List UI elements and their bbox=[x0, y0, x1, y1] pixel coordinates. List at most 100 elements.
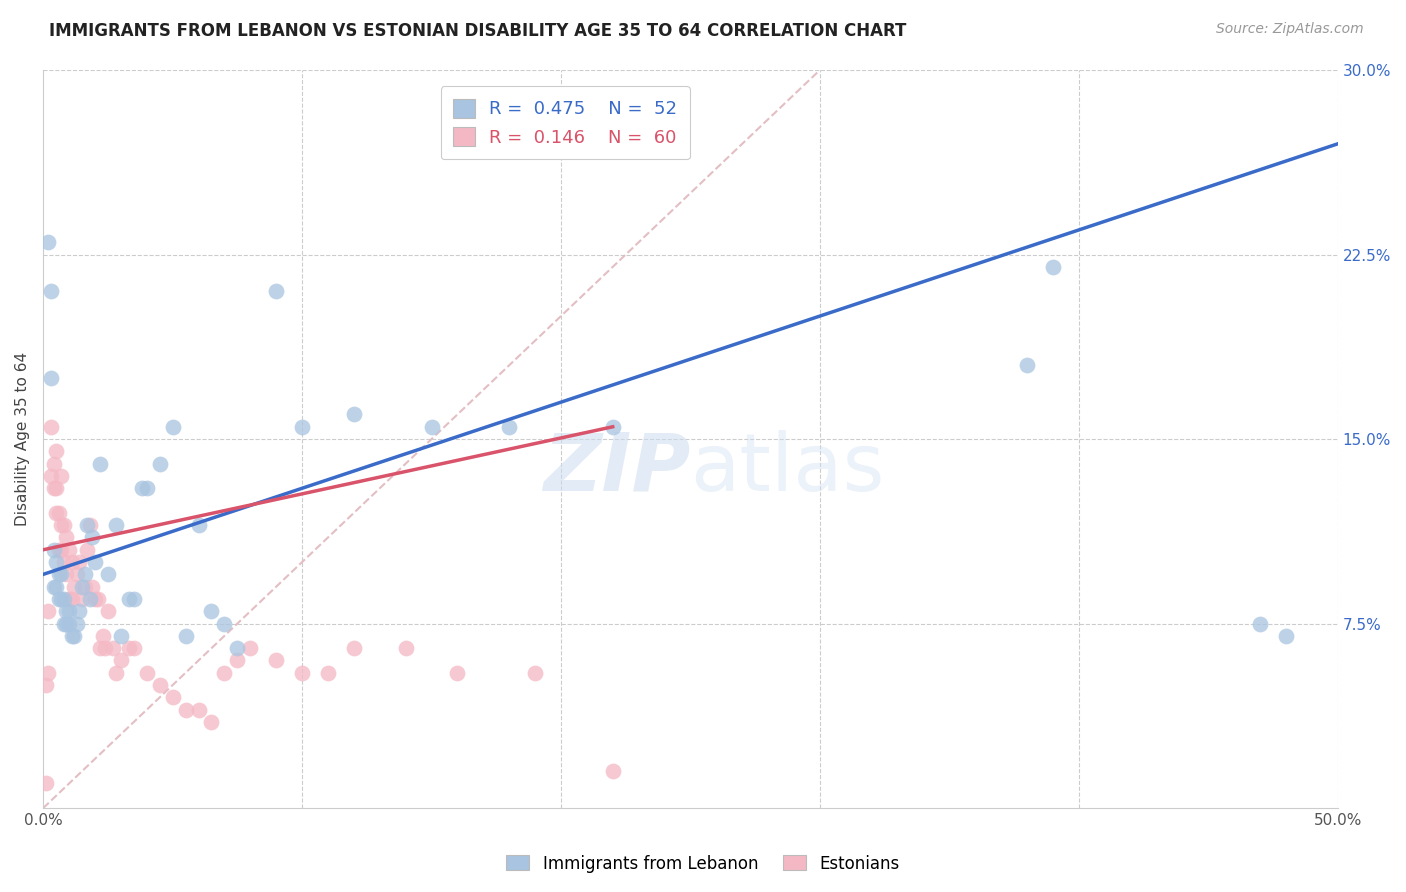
Y-axis label: Disability Age 35 to 64: Disability Age 35 to 64 bbox=[15, 352, 30, 526]
Point bbox=[60, 629, 83, 643]
Point bbox=[239, 641, 262, 656]
Point bbox=[135, 665, 157, 680]
Point bbox=[104, 665, 127, 680]
Point bbox=[37, 665, 59, 680]
Point bbox=[226, 653, 249, 667]
Point bbox=[52, 591, 75, 606]
Point bbox=[1249, 616, 1271, 631]
Point bbox=[48, 506, 70, 520]
Point bbox=[66, 616, 89, 631]
Point bbox=[45, 444, 67, 458]
Point bbox=[200, 604, 222, 618]
Point bbox=[37, 235, 59, 250]
Point bbox=[446, 665, 468, 680]
Point bbox=[66, 567, 89, 582]
Point bbox=[122, 591, 145, 606]
Point bbox=[84, 591, 107, 606]
Point bbox=[214, 665, 236, 680]
Point bbox=[52, 555, 75, 569]
Point bbox=[39, 370, 62, 384]
Point bbox=[82, 531, 104, 545]
Point bbox=[84, 555, 107, 569]
Point bbox=[35, 678, 58, 692]
Point bbox=[79, 591, 101, 606]
Point bbox=[51, 542, 73, 557]
Point bbox=[51, 567, 73, 582]
Point bbox=[1275, 629, 1298, 643]
Point bbox=[39, 469, 62, 483]
Point bbox=[89, 457, 111, 471]
Point bbox=[73, 580, 96, 594]
Point bbox=[316, 665, 339, 680]
Point bbox=[420, 419, 443, 434]
Point bbox=[187, 518, 209, 533]
Point bbox=[52, 518, 75, 533]
Point bbox=[162, 690, 184, 705]
Point bbox=[101, 641, 124, 656]
Point bbox=[76, 518, 98, 533]
Point bbox=[135, 481, 157, 495]
Point bbox=[67, 604, 90, 618]
Point bbox=[37, 604, 59, 618]
Point bbox=[67, 555, 90, 569]
Point bbox=[42, 457, 65, 471]
Point bbox=[343, 641, 366, 656]
Point bbox=[291, 665, 314, 680]
Point bbox=[524, 665, 547, 680]
Point bbox=[291, 419, 314, 434]
Point bbox=[42, 481, 65, 495]
Point bbox=[94, 641, 117, 656]
Point bbox=[39, 419, 62, 434]
Legend: Immigrants from Lebanon, Estonians: Immigrants from Lebanon, Estonians bbox=[499, 848, 907, 880]
Text: Source: ZipAtlas.com: Source: ZipAtlas.com bbox=[1216, 22, 1364, 37]
Point bbox=[55, 567, 77, 582]
Point bbox=[131, 481, 153, 495]
Text: IMMIGRANTS FROM LEBANON VS ESTONIAN DISABILITY AGE 35 TO 64 CORRELATION CHART: IMMIGRANTS FROM LEBANON VS ESTONIAN DISA… bbox=[49, 22, 907, 40]
Point bbox=[45, 555, 67, 569]
Point bbox=[162, 419, 184, 434]
Point bbox=[60, 555, 83, 569]
Text: atlas: atlas bbox=[690, 430, 884, 508]
Point bbox=[602, 764, 624, 779]
Point bbox=[63, 580, 86, 594]
Point bbox=[73, 567, 96, 582]
Point bbox=[117, 591, 139, 606]
Point bbox=[63, 629, 86, 643]
Point bbox=[187, 703, 209, 717]
Point bbox=[58, 604, 80, 618]
Point bbox=[60, 591, 83, 606]
Point bbox=[51, 469, 73, 483]
Point bbox=[110, 653, 132, 667]
Point bbox=[264, 653, 287, 667]
Point bbox=[58, 616, 80, 631]
Point bbox=[70, 591, 93, 606]
Point bbox=[226, 641, 249, 656]
Point bbox=[117, 641, 139, 656]
Point bbox=[79, 518, 101, 533]
Point bbox=[91, 629, 114, 643]
Point bbox=[48, 591, 70, 606]
Point bbox=[174, 629, 197, 643]
Point bbox=[48, 567, 70, 582]
Point bbox=[55, 604, 77, 618]
Point bbox=[58, 591, 80, 606]
Point bbox=[86, 591, 108, 606]
Point bbox=[97, 604, 120, 618]
Point bbox=[1042, 260, 1064, 274]
Point bbox=[149, 457, 172, 471]
Point bbox=[200, 714, 222, 729]
Point bbox=[104, 518, 127, 533]
Point bbox=[58, 542, 80, 557]
Point bbox=[498, 419, 520, 434]
Point bbox=[264, 285, 287, 299]
Point bbox=[39, 285, 62, 299]
Point bbox=[45, 506, 67, 520]
Point bbox=[89, 641, 111, 656]
Point bbox=[45, 580, 67, 594]
Point bbox=[42, 580, 65, 594]
Point bbox=[55, 616, 77, 631]
Point bbox=[52, 616, 75, 631]
Point bbox=[1015, 358, 1038, 372]
Point bbox=[55, 531, 77, 545]
Point bbox=[97, 567, 120, 582]
